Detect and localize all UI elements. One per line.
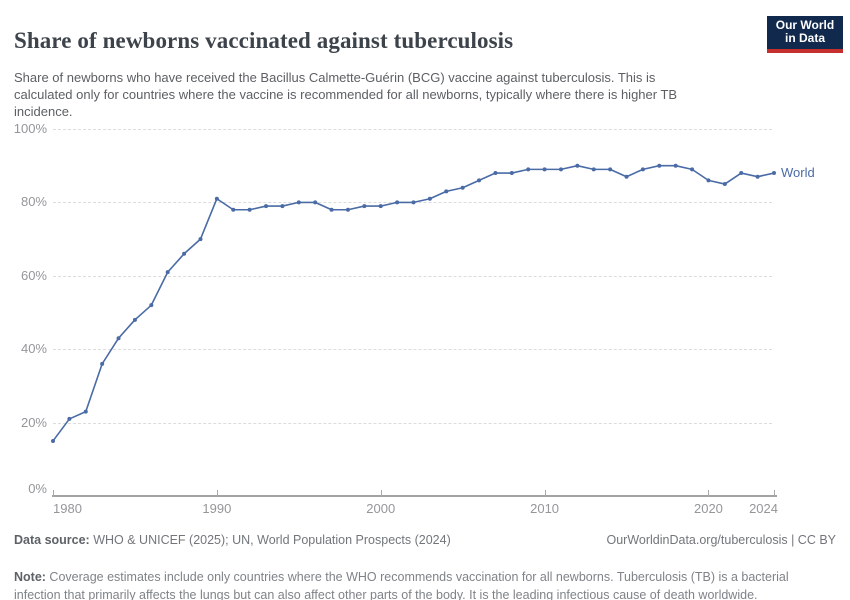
world-data-point-2018: [673, 163, 678, 168]
world-data-point-1990: [214, 196, 219, 201]
owid-logo-line1: Our World: [775, 18, 835, 32]
world-data-point-1991: [231, 207, 236, 212]
world-data-point-1987: [165, 270, 170, 275]
world-data-point-2022: [739, 171, 744, 176]
world-data-point-1995: [296, 200, 301, 205]
world-data-point-2000: [378, 204, 383, 209]
world-data-point-1989: [198, 237, 203, 242]
world-data-point-2002: [411, 200, 416, 205]
world-data-point-2011: [558, 167, 563, 172]
y-axis-label-60%: 60%: [20, 267, 47, 283]
x-axis-label-1980: 1980: [53, 501, 82, 516]
world-data-point-2001: [395, 200, 400, 205]
world-data-point-2019: [690, 167, 695, 172]
world-data-point-1993: [264, 204, 269, 209]
world-data-point-2015: [624, 174, 629, 179]
note-text: Coverage estimates include only countrie…: [14, 569, 789, 600]
series-label-world[interactable]: World: [781, 165, 815, 181]
world-data-point-1981: [67, 416, 72, 421]
world-data-point-2009: [526, 167, 531, 172]
world-data-point-2013: [591, 167, 596, 172]
world-data-point-1980: [51, 438, 55, 443]
world-data-point-2003: [427, 196, 432, 201]
world-data-point-2014: [608, 167, 613, 172]
y-axis-label-40%: 40%: [20, 341, 47, 357]
world-data-point-1998: [345, 207, 350, 212]
footer-source-row: Data source: WHO & UNICEF (2025); UN, Wo…: [14, 533, 836, 547]
world-data-point-1994: [280, 204, 285, 209]
y-axis-label-80%: 80%: [20, 194, 47, 210]
world-data-point-2021: [722, 182, 727, 187]
world-data-point-2006: [477, 178, 482, 183]
footer-note: Note: Coverage estimates include only co…: [14, 568, 836, 600]
y-axis-label-20%: 20%: [20, 414, 47, 430]
world-data-point-2023: [755, 174, 760, 179]
gridline-40%: [53, 349, 772, 351]
x-axis-label-1990: 1990: [202, 501, 232, 516]
world-data-point-1984: [116, 336, 121, 341]
x-axis-tick-2024: [774, 490, 775, 497]
x-axis-tick-2010: [544, 490, 546, 497]
data-source-label: Data source:: [14, 533, 90, 547]
world-data-point-1986: [149, 303, 154, 308]
world-data-point-2020: [706, 178, 711, 183]
world-data-point-2005: [460, 185, 465, 190]
data-source-text: WHO & UNICEF (2025); UN, World Populatio…: [89, 533, 451, 547]
x-axis-line: [52, 495, 777, 497]
world-data-point-1997: [329, 207, 334, 212]
page-title: Share of newborns vaccinated against tub…: [14, 28, 514, 54]
x-axis-tick-1990: [216, 490, 218, 497]
note-label: Note:: [14, 569, 46, 584]
world-data-point-1999: [362, 204, 367, 209]
world-data-point-1985: [132, 317, 137, 322]
x-axis-label-2000: 2000: [366, 501, 396, 516]
x-axis-label-2010: 2010: [530, 501, 560, 516]
x-axis-tick-2020: [708, 490, 710, 497]
x-axis-label-2020: 2020: [693, 501, 723, 516]
world-data-point-2004: [444, 189, 449, 194]
owid-logo[interactable]: Our World in Data: [767, 16, 843, 53]
world-series-line[interactable]: [51, 163, 776, 443]
world-data-point-2012: [575, 163, 580, 168]
world-data-point-2024: [772, 171, 776, 176]
world-data-point-1988: [182, 251, 187, 256]
world-data-point-2007: [493, 171, 498, 176]
gridline-100%: [53, 129, 772, 130]
owid-logo-redbar: [767, 49, 843, 53]
owid-logo-text: Our World in Data: [767, 16, 843, 49]
owid-logo-line2: in Data: [784, 31, 825, 45]
world-data-point-2008: [509, 171, 514, 176]
world-data-point-1996: [313, 200, 318, 205]
world-data-point-1992: [247, 207, 252, 212]
world-data-point-2016: [640, 167, 645, 172]
world-data-point-1982: [83, 409, 88, 414]
y-axis-label-0%: 0%: [28, 481, 47, 496]
y-axis-label-100%: 100%: [13, 121, 47, 136]
license-link[interactable]: OurWorldinData.org/tuberculosis | CC BY: [606, 533, 837, 547]
world-data-point-2010: [542, 167, 547, 172]
x-axis-tick-1980: [53, 490, 54, 497]
gridline-20%: [53, 422, 772, 424]
x-axis-label-2024: 2024: [749, 501, 778, 516]
chart-subtitle: Share of newborns who have received the …: [14, 70, 678, 119]
x-axis-tick-2000: [380, 490, 382, 497]
world-data-point-2017: [657, 163, 662, 168]
world-data-point-1983: [100, 361, 105, 366]
gridline-60%: [53, 275, 772, 277]
